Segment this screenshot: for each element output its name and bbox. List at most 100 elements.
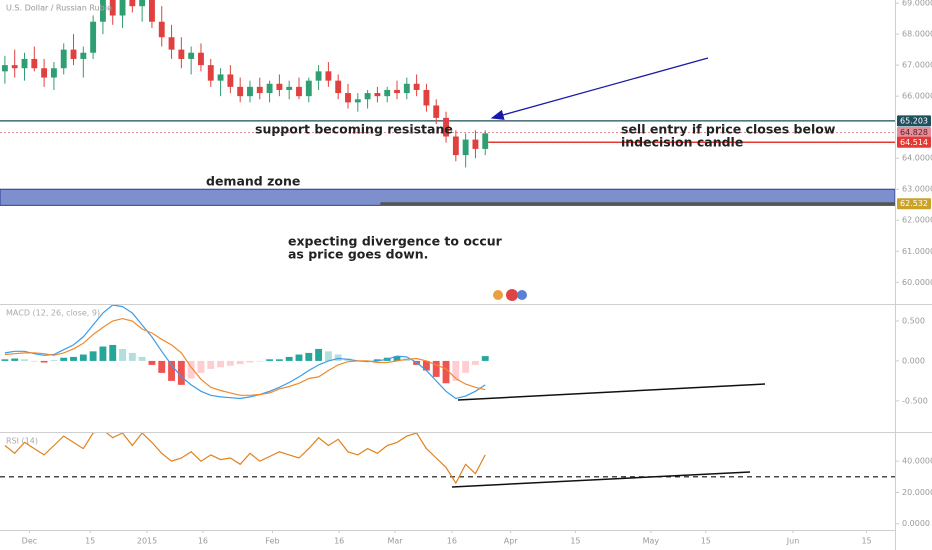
histogram-bar bbox=[226, 360, 234, 366]
x-tick-label: 16 bbox=[198, 537, 208, 546]
candle-body bbox=[423, 89, 430, 106]
histogram-bar bbox=[432, 360, 440, 377]
y-tick-label: 62.0000 bbox=[902, 216, 932, 225]
histogram-bar bbox=[99, 346, 107, 361]
candle-body bbox=[237, 86, 244, 97]
histogram-bar bbox=[315, 348, 323, 361]
candle-body bbox=[70, 49, 77, 59]
histogram-bar bbox=[217, 360, 224, 368]
y-tick-label: 63.0000 bbox=[902, 185, 932, 194]
y-tick-label: 61.0000 bbox=[902, 247, 932, 256]
x-tick-label: Apr bbox=[504, 537, 519, 546]
annotation: sell entry if price closes below bbox=[621, 122, 836, 137]
candle-body bbox=[374, 93, 381, 97]
y-tick-label: 60.0000 bbox=[902, 278, 932, 287]
candle-body bbox=[364, 93, 371, 100]
histogram-bar bbox=[168, 360, 175, 381]
histogram-bar bbox=[148, 360, 156, 365]
candle-body bbox=[1, 65, 8, 72]
candle-body bbox=[296, 86, 302, 97]
candle-body bbox=[266, 83, 273, 94]
rsi-pane bbox=[0, 433, 895, 485]
histogram-bar bbox=[393, 356, 401, 361]
y-tick-label: -0.500 bbox=[902, 396, 928, 405]
candle-body bbox=[109, 0, 116, 16]
annotation: as price goes down. bbox=[288, 247, 428, 262]
histogram-bar bbox=[452, 360, 460, 381]
histogram-bar bbox=[373, 359, 381, 361]
price-tag-bg bbox=[897, 127, 931, 139]
histogram-bar bbox=[334, 354, 342, 361]
histogram-bar bbox=[472, 360, 479, 365]
y-tick-label: 67.0000 bbox=[902, 61, 932, 70]
trend-line bbox=[451, 471, 751, 488]
x-tick-label: 15 bbox=[861, 537, 871, 546]
histogram-bar bbox=[236, 360, 244, 365]
price-pane bbox=[0, 0, 895, 206]
price-tag-bg bbox=[897, 115, 931, 127]
x-tick-label: 15 bbox=[570, 537, 580, 546]
candle-body bbox=[247, 86, 253, 97]
candle-body bbox=[325, 71, 332, 81]
y-tick-label: 20.0000 bbox=[902, 488, 932, 497]
histogram-bar bbox=[177, 360, 185, 385]
histogram-bar bbox=[305, 352, 313, 361]
candle-body bbox=[305, 80, 312, 97]
histogram-bar bbox=[207, 360, 215, 369]
candle-body bbox=[286, 86, 293, 90]
candle-body bbox=[31, 58, 38, 69]
y-tick-label: 0.500 bbox=[902, 316, 925, 325]
panel-title: MACD (12, 26, close, 9) bbox=[6, 309, 100, 318]
candle-body bbox=[354, 99, 361, 103]
histogram-bar bbox=[11, 358, 19, 361]
candle-body bbox=[99, 0, 106, 22]
rsi-line bbox=[4, 433, 486, 485]
candle-body bbox=[11, 65, 18, 69]
histogram-bar bbox=[442, 360, 450, 384]
x-tick-label: May bbox=[643, 537, 660, 546]
candle-body bbox=[80, 52, 87, 59]
candle-body bbox=[452, 136, 459, 156]
candle-body bbox=[276, 83, 283, 90]
panel-title: RSI (14) bbox=[6, 437, 38, 446]
x-tick-label: Feb bbox=[265, 537, 279, 546]
x-tick-label: Dec bbox=[22, 537, 37, 546]
histogram-bar bbox=[324, 351, 332, 361]
candle-body bbox=[462, 139, 469, 156]
candle-body bbox=[119, 0, 126, 16]
histogram-bar bbox=[275, 359, 283, 361]
candle-body bbox=[335, 80, 342, 94]
histogram-bar bbox=[128, 352, 136, 361]
x-tick-label: 15 bbox=[85, 537, 95, 546]
histogram-bar bbox=[21, 359, 28, 361]
event-icons bbox=[493, 289, 527, 301]
price-tag: 65.203 bbox=[900, 116, 928, 125]
candle-body bbox=[384, 89, 391, 97]
price-tag: 64.514 bbox=[900, 138, 928, 147]
y-tick-label: 68.0000 bbox=[902, 30, 932, 39]
symbol-title: U.S. Dollar / Russian Ruble bbox=[6, 4, 112, 13]
candle-body bbox=[129, 0, 136, 7]
histogram-bar bbox=[1, 359, 9, 361]
histogram-bar bbox=[462, 360, 470, 373]
macd-line bbox=[4, 305, 486, 400]
candle-body bbox=[345, 93, 351, 103]
candle-body bbox=[168, 37, 175, 50]
annotation: support becoming resistane bbox=[255, 122, 453, 137]
price-tag: 62.532 bbox=[900, 199, 928, 208]
candle-body bbox=[472, 139, 479, 149]
price-tag-bg bbox=[897, 198, 931, 210]
candle-body bbox=[403, 83, 410, 94]
macd-line bbox=[4, 317, 486, 396]
trend-line bbox=[457, 383, 766, 401]
candle-body bbox=[139, 0, 146, 7]
histogram-bar bbox=[50, 360, 58, 361]
arrow bbox=[490, 57, 709, 120]
candle-body bbox=[482, 133, 489, 149]
histogram-bar bbox=[481, 356, 489, 361]
candle-body bbox=[217, 74, 224, 81]
histogram-bar bbox=[138, 356, 146, 361]
histogram-bar bbox=[30, 360, 38, 362]
histogram-bar bbox=[256, 360, 264, 362]
